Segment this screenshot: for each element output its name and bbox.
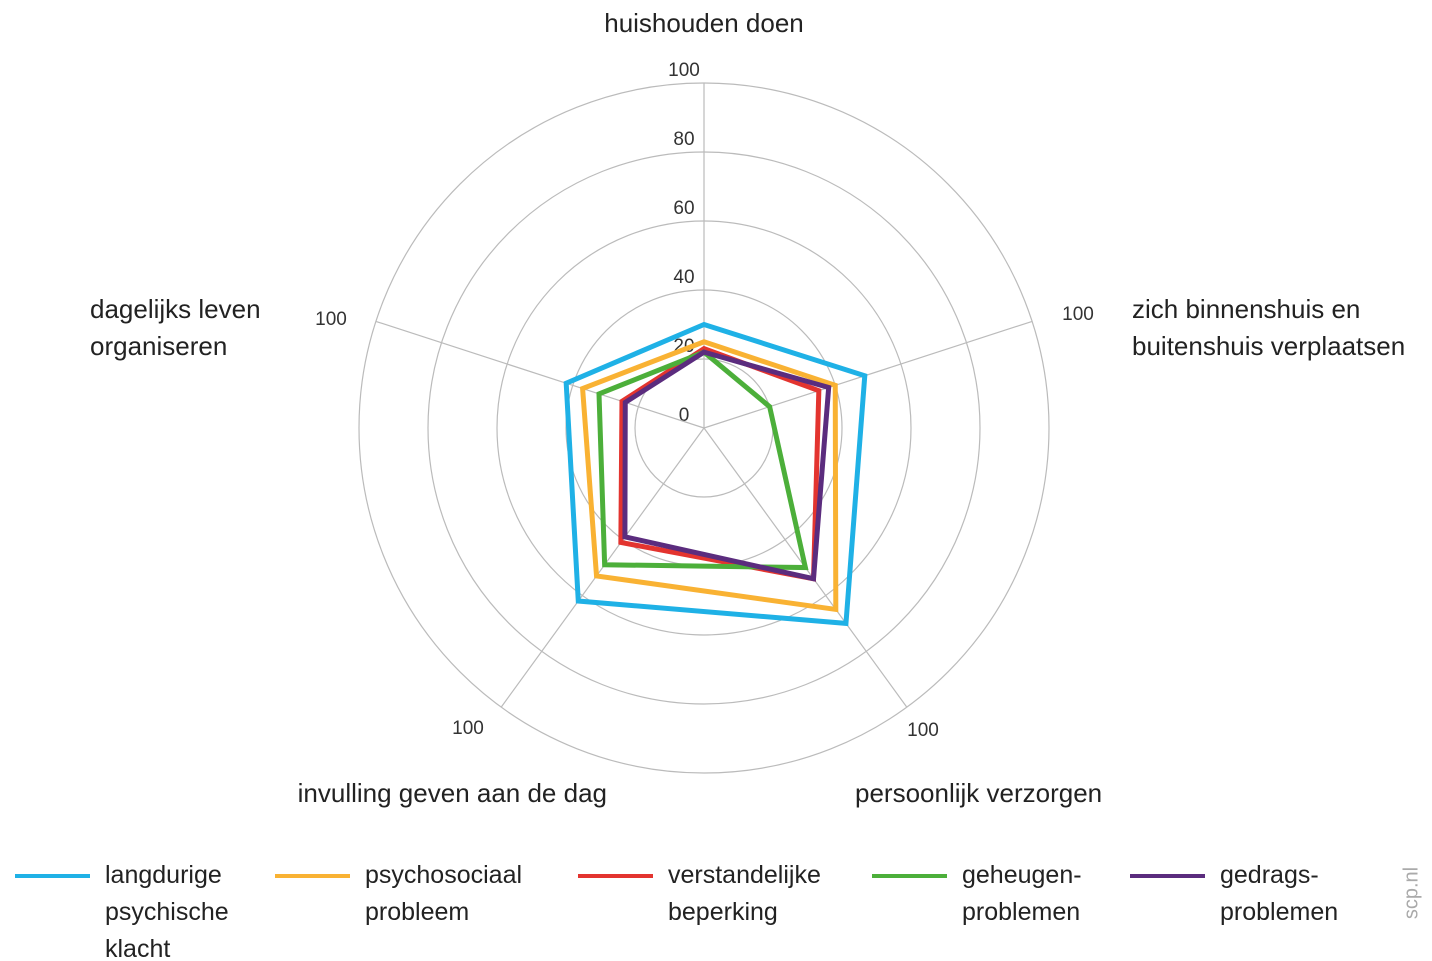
series-line [579,339,839,613]
axis-end-label: 100 [452,718,484,739]
axis-spoke [375,320,705,429]
watermark: scp.nl [1400,867,1422,919]
axis-label: zich binnenshuis en buitenshuis verplaats… [1132,294,1405,361]
legend-label: langdurige psychische klacht [105,861,229,961]
legend-label: psychosociaal probleem [365,861,522,926]
y-tick-label: 100 [668,60,700,81]
axis-label: dagelijks leven organiseren [90,294,261,361]
y-tick-label: 60 [673,198,694,219]
series-line [563,321,868,627]
series-line [622,349,832,582]
axis-label: invulling geven aan de dag [298,778,607,808]
axis-spoke [703,320,1033,429]
axis-end-label: 100 [315,309,347,330]
axis-label: persoonlijk verzorgen [855,778,1102,808]
axis-label: huishouden doen [604,8,804,38]
series-line [596,349,809,571]
y-tick-label: 80 [673,129,694,150]
axis-spoke [500,427,705,708]
legend-label: gedrags-problemen [1220,861,1338,926]
series-line [618,345,822,582]
y-tick-label: 0 [679,405,690,426]
legend-label: verstandelijke beperking [668,861,821,926]
y-tick-label: 40 [673,267,694,288]
axis-end-label: 100 [1062,304,1094,325]
legend-label: geheugen-problemen [962,861,1082,926]
axis-end-label: 100 [907,720,939,741]
